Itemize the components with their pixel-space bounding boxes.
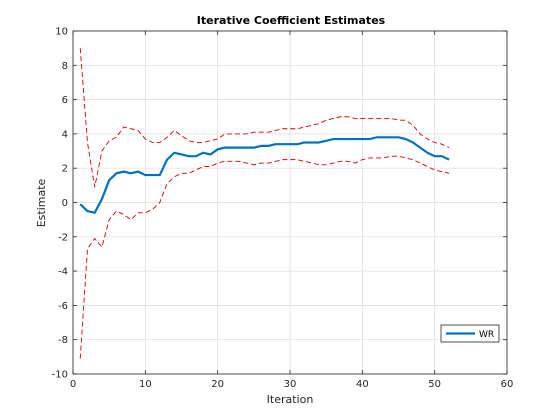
legend: WR [440, 324, 500, 343]
chart-title: Iterative Coefficient Estimates [197, 14, 386, 27]
y-tick-label: -10 [52, 370, 68, 381]
series-line-wr [79, 136, 450, 214]
y-tick-label: 10 [55, 27, 68, 38]
upper-bound-line [79, 48, 450, 188]
y-tick-label: -4 [58, 267, 68, 278]
legend-label-wr: WR [479, 330, 494, 340]
x-tick-label: 50 [428, 379, 441, 390]
y-tick-label: -8 [58, 335, 68, 346]
series-layer [79, 48, 450, 359]
y-tick-label: -2 [58, 232, 68, 243]
y-tick-label: -6 [58, 301, 68, 312]
y-tick-label: 2 [62, 164, 68, 175]
x-axis-label: Iteration [267, 393, 314, 406]
y-tick-label: 6 [62, 95, 68, 106]
x-tick-label: 30 [284, 379, 297, 390]
y-tick-label: 0 [62, 198, 68, 209]
x-tick-label: 60 [501, 379, 514, 390]
x-tick-label: 20 [211, 379, 224, 390]
y-tick-label: 8 [62, 61, 68, 72]
x-tick-label: 40 [356, 379, 369, 390]
lower-bound-line [79, 155, 450, 359]
y-axis-label: Estimate [35, 178, 48, 227]
x-tick-label: 10 [139, 379, 152, 390]
y-tick-label: 4 [62, 129, 68, 140]
x-tick-label: 0 [70, 379, 76, 390]
x-ticks: 0 10 20 30 40 50 60 [70, 31, 514, 390]
y-ticks: -10 -8 -6 -4 -2 0 2 4 6 8 10 [52, 27, 507, 381]
